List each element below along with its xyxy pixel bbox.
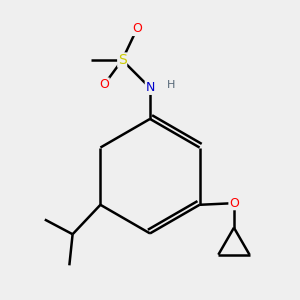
Text: H: H xyxy=(167,80,176,90)
Text: O: O xyxy=(229,197,239,210)
Text: S: S xyxy=(118,53,127,67)
Text: N: N xyxy=(145,81,155,94)
Text: O: O xyxy=(132,22,142,35)
Text: O: O xyxy=(99,78,109,91)
